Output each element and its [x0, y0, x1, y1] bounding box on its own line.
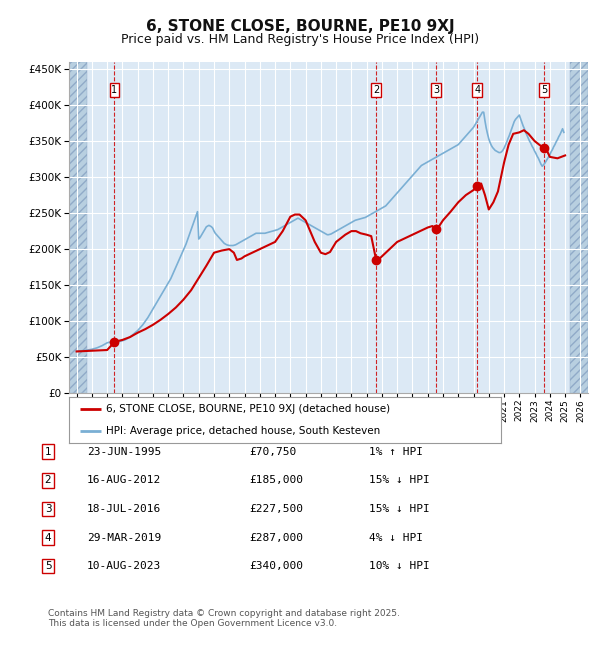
Text: HPI: Average price, detached house, South Kesteven: HPI: Average price, detached house, Sout… [106, 426, 380, 436]
Text: 4: 4 [44, 532, 52, 543]
Text: 10-AUG-2023: 10-AUG-2023 [87, 561, 161, 571]
Text: 6, STONE CLOSE, BOURNE, PE10 9XJ: 6, STONE CLOSE, BOURNE, PE10 9XJ [146, 18, 454, 34]
Text: £287,000: £287,000 [249, 532, 303, 543]
Text: 6, STONE CLOSE, BOURNE, PE10 9XJ (detached house): 6, STONE CLOSE, BOURNE, PE10 9XJ (detach… [106, 404, 390, 414]
Text: 3: 3 [44, 504, 52, 514]
Text: 2: 2 [373, 85, 379, 95]
Text: 18-JUL-2016: 18-JUL-2016 [87, 504, 161, 514]
Text: 4: 4 [474, 85, 480, 95]
Text: 16-AUG-2012: 16-AUG-2012 [87, 475, 161, 486]
Text: 4% ↓ HPI: 4% ↓ HPI [369, 532, 423, 543]
Text: Price paid vs. HM Land Registry's House Price Index (HPI): Price paid vs. HM Land Registry's House … [121, 32, 479, 46]
Text: 5: 5 [541, 85, 547, 95]
Text: 2: 2 [44, 475, 52, 486]
Text: 15% ↓ HPI: 15% ↓ HPI [369, 504, 430, 514]
Text: 1: 1 [44, 447, 52, 457]
Text: 29-MAR-2019: 29-MAR-2019 [87, 532, 161, 543]
Text: 23-JUN-1995: 23-JUN-1995 [87, 447, 161, 457]
Text: 1: 1 [111, 85, 118, 95]
Text: 10% ↓ HPI: 10% ↓ HPI [369, 561, 430, 571]
Text: 5: 5 [44, 561, 52, 571]
Text: £227,500: £227,500 [249, 504, 303, 514]
Text: Contains HM Land Registry data © Crown copyright and database right 2025.
This d: Contains HM Land Registry data © Crown c… [48, 609, 400, 629]
Text: £70,750: £70,750 [249, 447, 296, 457]
Text: 3: 3 [433, 85, 439, 95]
Text: 1% ↑ HPI: 1% ↑ HPI [369, 447, 423, 457]
Text: £185,000: £185,000 [249, 475, 303, 486]
Text: 15% ↓ HPI: 15% ↓ HPI [369, 475, 430, 486]
Text: £340,000: £340,000 [249, 561, 303, 571]
